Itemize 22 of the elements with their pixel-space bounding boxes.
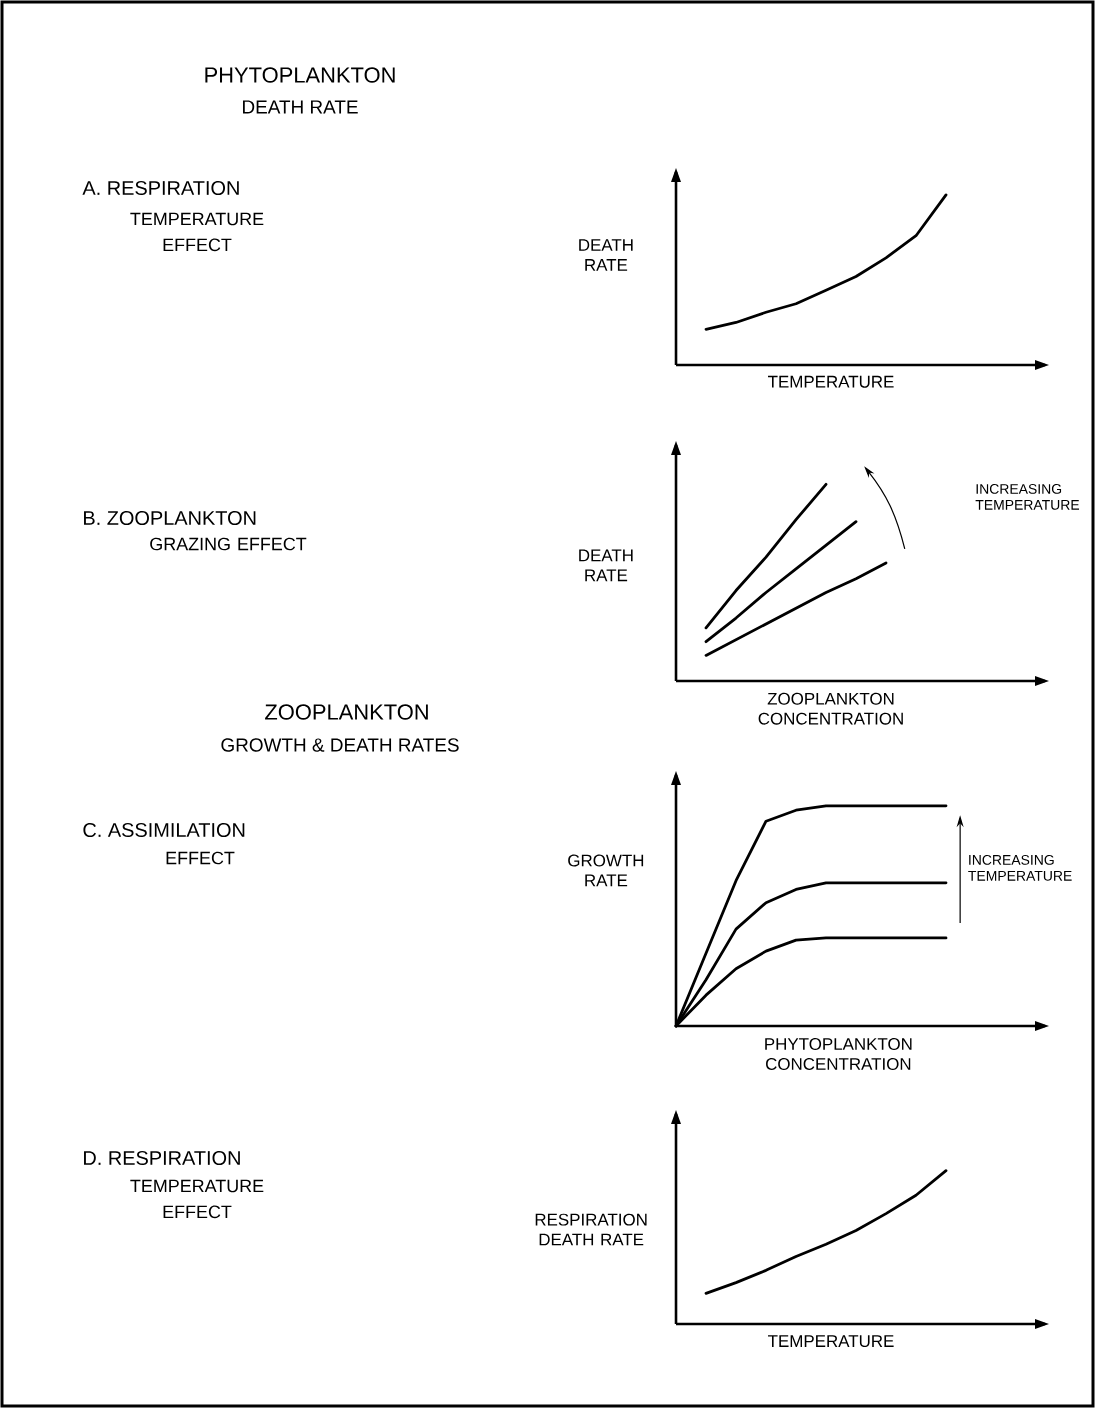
y-axis-title: DEATH RATE bbox=[579, 239, 633, 271]
y-axis-title: GROWTH RATE bbox=[568, 854, 644, 887]
annotation: INCREASING TEMPERATURE bbox=[975, 484, 1080, 510]
text: A. RESPIRATION bbox=[82, 180, 239, 196]
text: D. RESPIRATION bbox=[84, 1150, 240, 1166]
text: B. ZOOPLANKTON bbox=[84, 510, 256, 526]
text: DEATH RATE bbox=[243, 100, 358, 114]
text: EFFECT bbox=[166, 851, 235, 865]
y-axis-title: DEATH RATE bbox=[579, 549, 633, 582]
x-axis-title: ZOOPLANKTON CONCENTRATION bbox=[758, 692, 903, 725]
text: TEMPERATURE EFFECT bbox=[130, 1179, 264, 1219]
text: PHYTOPLANKTON bbox=[205, 67, 395, 83]
x-axis-title: TEMPERATURE bbox=[768, 375, 894, 388]
y-axis-title: RESPIRATION DEATH RATE bbox=[535, 1213, 647, 1246]
x-axis-title: PHYTOPLANKTON CONCENTRATION bbox=[765, 1038, 912, 1070]
text: ZOOPLANKTON bbox=[265, 704, 428, 720]
text: GROWTH & DEATH RATES bbox=[221, 738, 459, 752]
text: TEMPERATURE EFFECT bbox=[130, 212, 264, 252]
x-axis-title: TEMPERATURE bbox=[768, 1335, 894, 1348]
annotation: INCREASING TEMPERATURE bbox=[968, 854, 1072, 881]
text: GRAZING EFFECT bbox=[150, 537, 307, 551]
text: C. ASSIMILATION bbox=[83, 822, 245, 838]
